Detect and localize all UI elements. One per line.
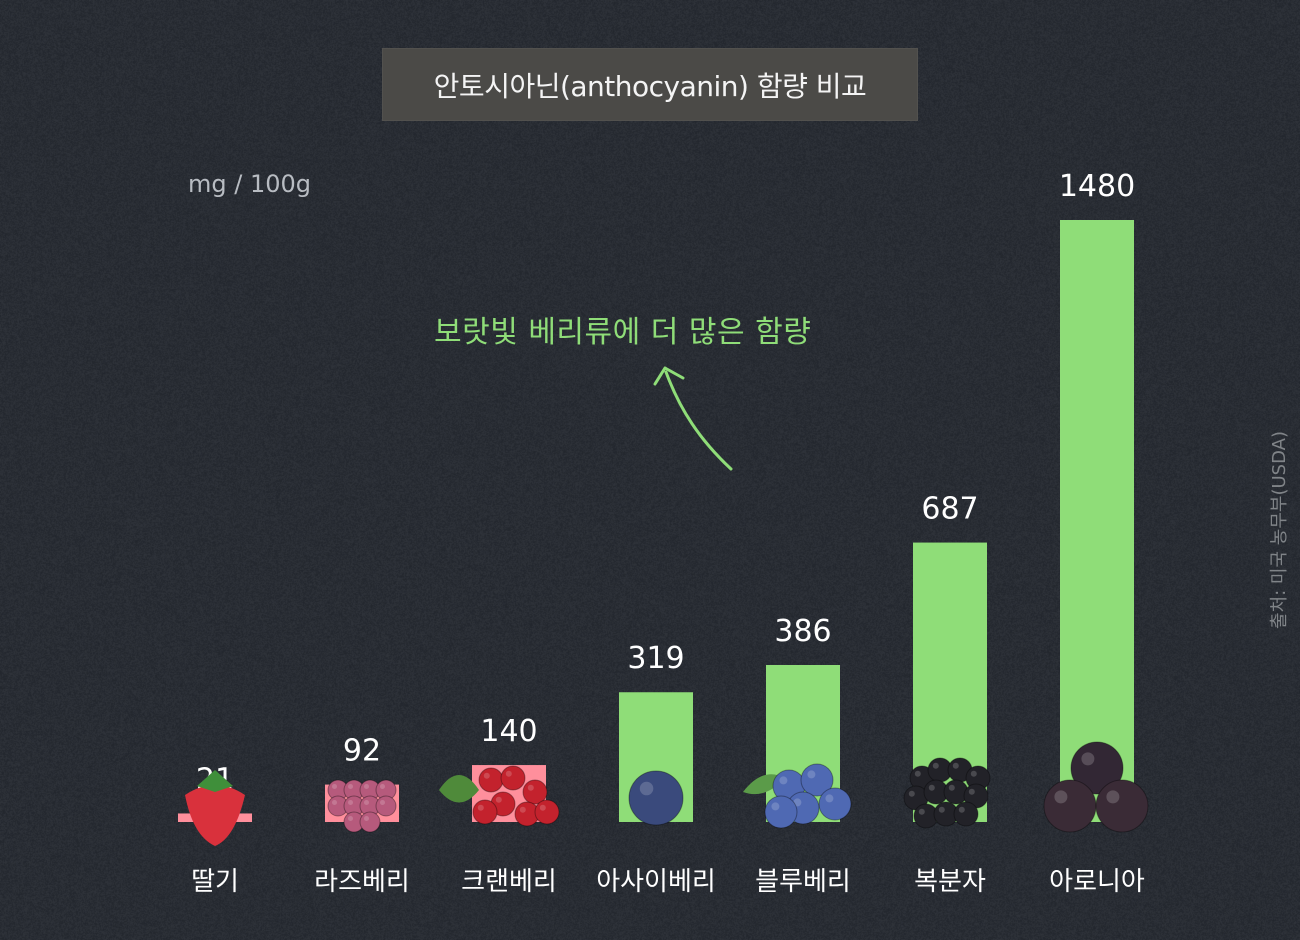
raspberry-icon [328, 780, 396, 832]
cranberry-berry [479, 768, 503, 792]
strawberry-body [185, 785, 245, 846]
cranberry-berry-highlight [528, 785, 534, 791]
category-label: 아로니아 [1049, 867, 1145, 897]
black-raspberry-drupelet [954, 802, 978, 826]
raspberry-drupelet-highlight [364, 800, 369, 805]
black-raspberry-drupelet-highlight [959, 807, 965, 813]
data-label: 1480 [1059, 169, 1135, 204]
raspberry-drupelet-highlight [364, 816, 369, 821]
annotation-arrow [666, 372, 731, 469]
black-raspberry-drupelet-highlight [909, 791, 915, 797]
aronia-berry [1096, 780, 1148, 832]
data-label: 386 [774, 614, 831, 649]
black-raspberry-icon [904, 758, 990, 828]
aronia-berry-highlight [1081, 752, 1094, 765]
black-raspberry-drupelet-highlight [969, 789, 975, 795]
category-label: 아사이베리 [596, 867, 716, 897]
data-label: 140 [480, 714, 537, 749]
blueberry-berry-highlight [825, 794, 833, 802]
cranberry-berry-highlight [496, 797, 502, 803]
category-label: 딸기 [191, 867, 239, 897]
cranberry-berry-highlight [540, 805, 546, 811]
bar-group: 21딸기 [178, 762, 252, 897]
aronia-berry-highlight [1106, 790, 1119, 803]
raspberry-drupelet-highlight [380, 800, 385, 805]
bar-group: 92 라즈베리 [314, 734, 410, 897]
black-raspberry-drupelet-highlight [949, 785, 955, 791]
acai-berry [629, 771, 683, 825]
data-label: 687 [921, 492, 978, 527]
raspberry-drupelet-highlight [332, 800, 337, 805]
raspberry-drupelet-highlight [348, 816, 353, 821]
bar-group: 140 크랜베리 [439, 714, 559, 897]
raspberry-drupelet-highlight [380, 784, 385, 789]
raspberry-drupelet-highlight [364, 784, 369, 789]
black-raspberry-drupelet-highlight [915, 771, 921, 777]
data-label: 92 [343, 734, 381, 769]
black-raspberry-drupelet-highlight [919, 809, 925, 815]
raspberry-drupelet-highlight [348, 800, 353, 805]
blueberry-berry-highlight [779, 776, 787, 784]
cranberry-berry-highlight [478, 805, 484, 811]
bar-group: 1480 아로니아 [1044, 169, 1148, 897]
bar-group: 386 블루베리 [743, 614, 851, 897]
cranberry-berry-highlight [520, 807, 526, 813]
category-label: 복분자 [914, 867, 986, 897]
raspberry-drupelet [376, 796, 396, 816]
bar-group: 687 복분자 [904, 492, 990, 897]
strawberry-icon [185, 770, 245, 846]
cranberry-berry-highlight [506, 771, 512, 777]
category-label: 라즈베리 [314, 867, 410, 897]
acai-berry-icon [629, 771, 683, 825]
category-label: 블루베리 [755, 867, 851, 897]
cranberry-berry-highlight [484, 773, 490, 779]
black-raspberry-drupelet-highlight [929, 785, 935, 791]
bar-group: 319 아사이베리 [596, 641, 716, 897]
black-raspberry-drupelet-highlight [971, 771, 977, 777]
category-label: 크랜베리 [461, 867, 557, 897]
raspberry-drupelet [360, 812, 380, 832]
raspberry-drupelet-highlight [348, 784, 353, 789]
blueberry-berry-highlight [807, 770, 815, 778]
bar [1060, 220, 1134, 822]
aronia-berry-highlight [1054, 790, 1067, 803]
black-raspberry-drupelet-highlight [939, 807, 945, 813]
blueberry-berry [765, 796, 797, 828]
aronia-berry [1044, 780, 1096, 832]
black-raspberry-drupelet-highlight [953, 763, 959, 769]
blueberry-berry [819, 788, 851, 820]
data-label: 319 [627, 641, 684, 676]
raspberry-drupelet-highlight [332, 784, 337, 789]
acai-berry-highlight [640, 782, 654, 796]
blueberry-berry-highlight [771, 802, 779, 810]
black-raspberry-drupelet-highlight [933, 763, 939, 769]
cranberry-berry [473, 800, 497, 824]
cranberry-berry [501, 766, 525, 790]
cranberry-berry [535, 800, 559, 824]
